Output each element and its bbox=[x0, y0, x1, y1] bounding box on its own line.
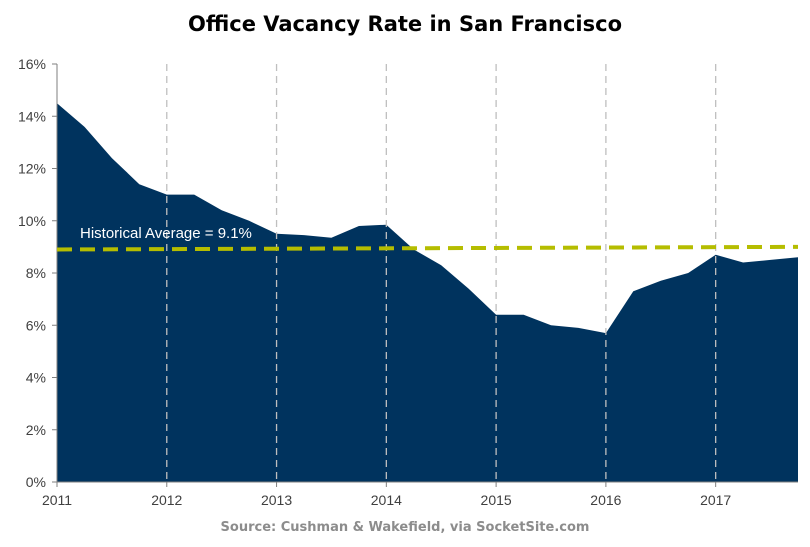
x-tick-label-2017: 2017 bbox=[700, 492, 731, 508]
y-tick-label-0: 0% bbox=[26, 474, 46, 490]
y-tick-label-8: 8% bbox=[26, 265, 46, 281]
y-tick-label-10: 10% bbox=[18, 213, 46, 229]
chart-title: Office Vacancy Rate in San Francisco bbox=[187, 12, 623, 36]
x-tick-label-2013: 2013 bbox=[261, 492, 292, 508]
x-tick-label-2012: 2012 bbox=[151, 492, 182, 508]
x-tick-label-2011: 2011 bbox=[42, 492, 72, 508]
x-tick-label-2014: 2014 bbox=[371, 492, 402, 508]
historical-average-line bbox=[56, 244, 799, 252]
y-tick-label-4: 4% bbox=[26, 370, 46, 386]
y-tick-label-16: 16% bbox=[18, 56, 46, 72]
y-tick-label-6: 6% bbox=[26, 317, 46, 333]
historical-average-label: Historical Average = 9.1% bbox=[80, 225, 252, 242]
y-tick-label-14: 14% bbox=[18, 108, 46, 124]
y-tick-label-2: 2% bbox=[26, 422, 46, 438]
x-tick-label-2015: 2015 bbox=[481, 492, 512, 508]
vacancy-area-chart: 0% 2% 4% 6% 8% 10% 12% 14% 16% 2011 2012 2013 2014 20… bbox=[18, 56, 799, 508]
chart-source: Source: Cushman & Wakefield, via SocketS… bbox=[220, 520, 590, 535]
x-tick-label-2016: 2016 bbox=[590, 492, 621, 508]
vacancy-area bbox=[57, 103, 798, 482]
y-tick-label-12: 12% bbox=[18, 161, 46, 177]
